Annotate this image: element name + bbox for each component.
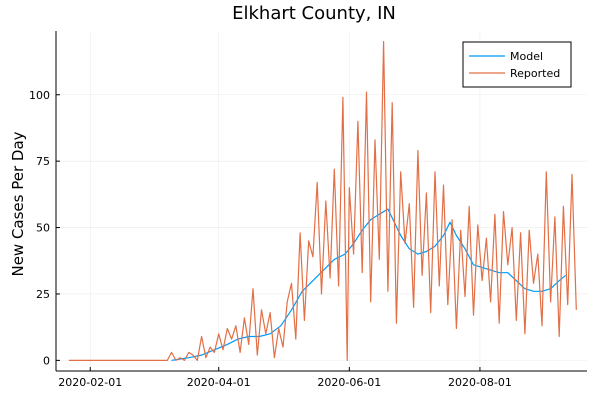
x-tick-label: 2020-04-01 [187, 376, 251, 389]
series-line-reported [68, 40, 577, 361]
legend: Model Reported [462, 41, 572, 88]
axes-layer: 2020-02-01 2020-04-01 2020-06-01 2020-08-01… [29, 31, 587, 389]
y-tick-label: 25 [36, 288, 50, 301]
y-tick-label: 100 [29, 89, 50, 102]
y-tick-label: 0 [43, 354, 50, 367]
legend-label-reported: Reported [510, 67, 560, 80]
series-layer [68, 40, 577, 361]
x-tick-label: 2020-08-01 [448, 376, 512, 389]
chart-title: Elkhart County, IN [232, 3, 396, 24]
x-tick-label: 2020-02-01 [58, 376, 122, 389]
y-axis-label: New Cases Per Day [9, 131, 27, 276]
y-tick-label: 50 [36, 222, 50, 235]
x-tick-label: 2020-06-01 [317, 376, 381, 389]
legend-label-model: Model [510, 50, 543, 63]
y-tick-label: 75 [36, 155, 50, 168]
legend-box [462, 41, 572, 88]
